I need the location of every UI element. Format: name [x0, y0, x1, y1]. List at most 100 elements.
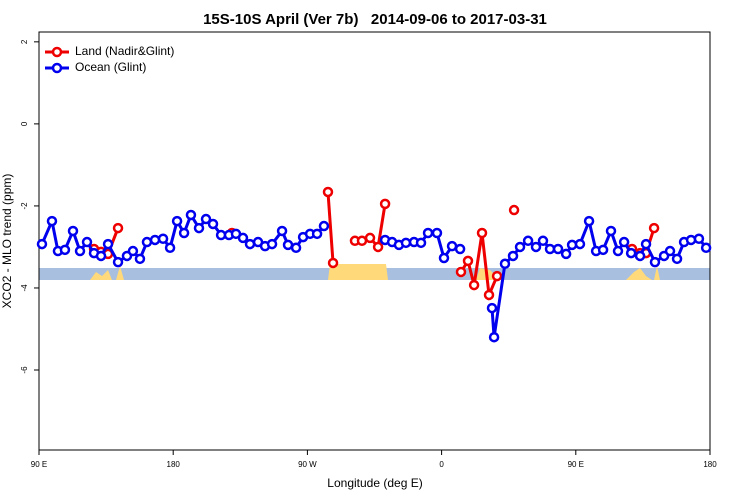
legend-marker	[51, 46, 63, 58]
data-point	[468, 279, 480, 291]
data-point	[612, 245, 624, 257]
data-point	[193, 222, 205, 234]
data-point	[207, 218, 219, 230]
data-point	[112, 256, 124, 268]
legend-label: Land (Nadir&Glint)	[75, 44, 174, 58]
data-point	[693, 233, 705, 244]
legend-label: Ocean (Glint)	[75, 60, 146, 74]
y-tick-label: -2	[20, 202, 29, 210]
data-point	[552, 243, 564, 255]
data-point	[364, 232, 376, 244]
data-point	[583, 215, 595, 227]
x-tick-label: 90 W	[298, 460, 317, 469]
x-tick-label: 90 E	[568, 460, 584, 469]
data-point	[149, 234, 161, 246]
data-point	[102, 238, 114, 250]
data-point	[266, 238, 278, 250]
legend-marker	[51, 62, 63, 74]
data-point	[290, 242, 302, 254]
land-patch	[654, 266, 660, 280]
data-point	[491, 270, 503, 282]
data-point	[537, 235, 549, 247]
data-point	[438, 252, 450, 264]
y-tick-label: 2	[20, 39, 29, 44]
data-point	[95, 250, 107, 262]
data-point	[81, 236, 93, 248]
data-point	[618, 236, 630, 248]
land-patch	[328, 264, 388, 280]
data-point	[476, 227, 488, 239]
data-point	[634, 250, 646, 262]
data-point	[514, 241, 526, 253]
data-point	[530, 241, 542, 253]
data-point	[574, 238, 586, 250]
data-point	[507, 250, 519, 262]
data-point	[415, 237, 427, 249]
data-point	[522, 235, 534, 247]
land-patch	[116, 266, 124, 280]
y-tick-label: 0	[20, 121, 29, 126]
data-point	[431, 227, 443, 239]
data-point	[486, 302, 498, 314]
data-point	[141, 236, 153, 248]
data-point	[649, 256, 661, 268]
data-point	[488, 331, 500, 343]
data-point	[597, 244, 609, 256]
x-tick-label: 180	[703, 460, 717, 469]
data-point	[157, 233, 169, 244]
data-point	[455, 266, 467, 278]
data-point	[327, 257, 339, 269]
x-tick-label: 180	[167, 460, 181, 469]
data-point	[483, 289, 495, 301]
data-point	[171, 215, 183, 227]
data-point	[648, 222, 660, 234]
data-point	[178, 227, 190, 239]
data-point	[560, 248, 572, 260]
x-axis-label: Longitude (deg E)	[327, 476, 422, 490]
data-point	[164, 242, 176, 254]
data-point	[59, 244, 71, 256]
data-point	[282, 239, 294, 251]
x-tick-label: 90 E	[31, 460, 47, 469]
data-point	[322, 186, 334, 198]
data-point	[356, 235, 368, 247]
chart-title: 15S-10S April (Ver 7b) 2014-09-06 to 201…	[203, 11, 547, 28]
data-point	[422, 227, 434, 239]
data-point	[237, 232, 249, 244]
data-point	[67, 225, 79, 237]
data-point	[400, 237, 412, 249]
data-point	[671, 253, 683, 265]
data-point	[379, 198, 391, 210]
data-point	[134, 253, 146, 265]
data-point	[185, 209, 197, 221]
data-point	[700, 242, 712, 254]
data-point	[200, 213, 212, 225]
land-strip	[39, 264, 710, 280]
data-point	[499, 258, 511, 270]
x-tick-label: 0	[439, 460, 444, 469]
data-point	[46, 215, 58, 227]
data-point	[508, 204, 520, 216]
data-point	[311, 228, 323, 240]
y-tick-label: -4	[20, 284, 29, 292]
data-point	[74, 245, 86, 257]
data-point	[446, 240, 458, 252]
data-point	[276, 225, 288, 237]
land-patch	[90, 270, 112, 280]
data-point	[664, 245, 676, 257]
data-point	[454, 243, 466, 255]
data-point	[462, 255, 474, 267]
y-tick-label: -6	[20, 366, 29, 374]
data-point	[244, 238, 256, 250]
land-patch	[626, 268, 652, 280]
data-point	[625, 247, 637, 259]
data-point	[127, 245, 139, 257]
data-point	[605, 225, 617, 237]
data-point	[36, 238, 48, 250]
data-point	[318, 220, 330, 232]
data-point	[372, 241, 384, 253]
data-point	[544, 243, 556, 255]
data-point	[640, 238, 652, 250]
